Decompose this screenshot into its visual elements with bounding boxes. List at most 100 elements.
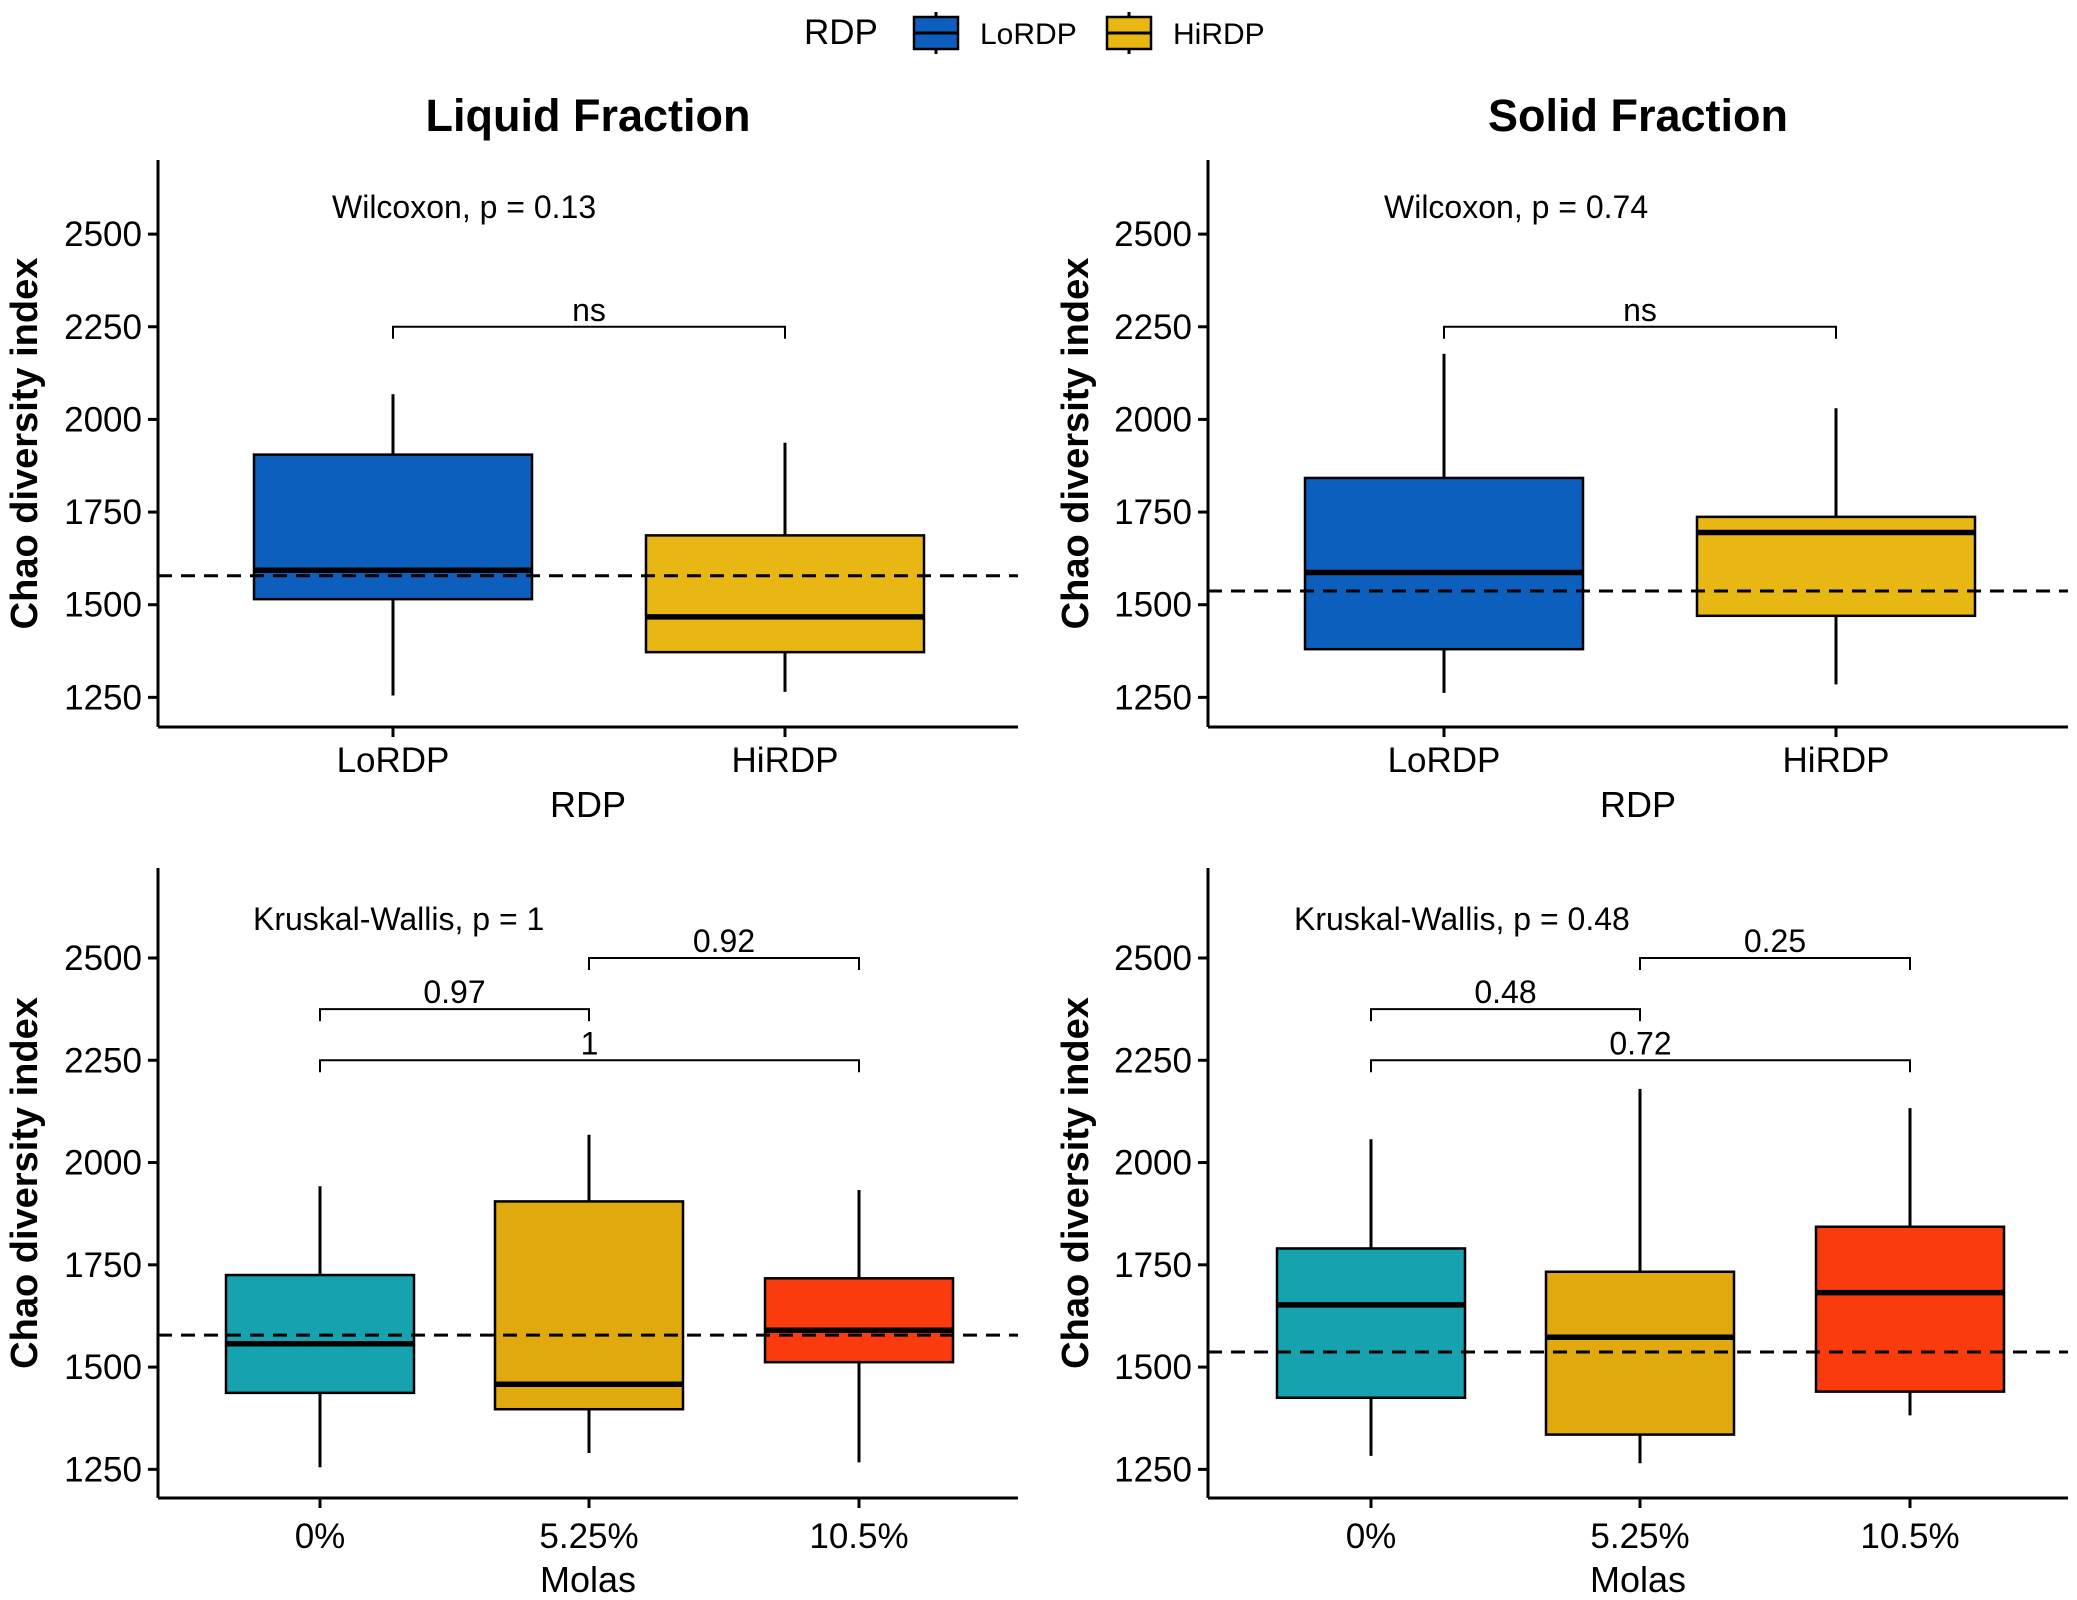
box-hirdp — [1695, 408, 1977, 685]
comparison-bracket — [588, 957, 860, 970]
box-10-5 — [763, 1189, 955, 1463]
comparison-label: ns — [1623, 292, 1657, 328]
y-tick-label: 2500 — [64, 215, 142, 254]
comparison-lordp-hirdp: ns — [392, 292, 786, 339]
y-tick-label: 2000 — [1114, 1144, 1192, 1183]
comparison-label: 0.48 — [1474, 974, 1536, 1010]
x-axis-label: RDP — [1600, 784, 1676, 825]
comparison-label: 0.25 — [1744, 923, 1806, 959]
comparison-lordp-hirdp: ns — [1443, 292, 1837, 339]
box-iqr — [1814, 1225, 2006, 1393]
comparison-bracket — [1639, 957, 1911, 970]
y-tick-label: 2250 — [1114, 308, 1192, 347]
y-tick-label: 1750 — [64, 1246, 142, 1285]
y-tick-label: 2500 — [64, 939, 142, 978]
x-axis-label: Molas — [1590, 1559, 1686, 1600]
x-tick-label-0: 0% — [295, 1517, 346, 1556]
comparison-label: 0.92 — [693, 923, 755, 959]
comparison-bracket — [319, 1059, 860, 1073]
y-tick-label: 1500 — [1114, 1348, 1192, 1387]
y-tick-label: 1750 — [1114, 493, 1192, 532]
box-iqr — [1544, 1270, 1736, 1436]
test-label: Wilcoxon, p = 0.74 — [1384, 189, 1648, 225]
y-tick-label: 1500 — [64, 586, 142, 625]
comparison-bracket — [392, 325, 786, 339]
y-tick-label: 2000 — [1114, 400, 1192, 439]
y-tick-label: 1250 — [64, 678, 142, 717]
comparison-0-10-5: 1 — [319, 1025, 860, 1073]
x-tick-label-0: 0% — [1346, 1517, 1397, 1556]
box-iqr — [644, 534, 926, 654]
comparison-label: 0.97 — [423, 974, 485, 1010]
box-iqr — [763, 1277, 955, 1364]
panel-title: Liquid Fraction — [426, 90, 751, 141]
legend-label-lordp: LoRDP — [980, 18, 1077, 51]
box-iqr — [252, 453, 534, 601]
test-label: Wilcoxon, p = 0.13 — [332, 189, 596, 225]
y-tick-label: 2000 — [64, 1144, 142, 1183]
y-tick-label: 1500 — [64, 1348, 142, 1387]
box-5-25 — [1544, 1088, 1736, 1464]
y-axis-label: Chao diversity index — [4, 997, 46, 1369]
x-axis-label: RDP — [550, 784, 626, 825]
panel-title: Solid Fraction — [1488, 90, 1788, 141]
box-10-5 — [1814, 1108, 2006, 1416]
y-tick-label: 2000 — [64, 400, 142, 439]
x-tick-label-lordp: LoRDP — [1388, 741, 1501, 780]
box-hirdp — [644, 442, 926, 692]
y-tick-label: 1750 — [1114, 1246, 1192, 1285]
y-tick-label: 1250 — [1114, 1450, 1192, 1489]
box-0 — [224, 1186, 416, 1468]
panel-solid-fraction-rdp: Solid Fraction 1250 1500 1750 2000 2250 2500 Ch… — [1055, 90, 2068, 825]
legend: RDP LoRDP HiRDP — [804, 12, 1265, 54]
comparison-bracket — [1370, 1008, 1641, 1022]
comparison-0-5-25: 0.48 — [1370, 974, 1641, 1022]
box-lordp — [1303, 353, 1585, 693]
comparison-label: 1 — [581, 1025, 599, 1061]
box-lordp — [252, 394, 534, 696]
legend-entry-lordp: LoRDP — [912, 12, 1077, 54]
y-tick-label: 1250 — [64, 1450, 142, 1489]
x-tick-label-hirdp: HiRDP — [732, 741, 839, 780]
panel-liquid-fraction-molas: 1250 1500 1750 2000 2250 2500 Chao diversity i… — [4, 868, 1018, 1600]
y-tick-label: 2500 — [1114, 215, 1192, 254]
panel-solid-fraction-molas: 1250 1500 1750 2000 2250 2500 Chao diversity i… — [1055, 868, 2068, 1600]
comparison-label: ns — [572, 292, 606, 328]
box-iqr — [1303, 476, 1585, 651]
y-tick-label: 2500 — [1114, 939, 1192, 978]
test-label: Kruskal-Wallis, p = 0.48 — [1294, 901, 1630, 937]
comparison-5-25-10-5: 0.92 — [588, 923, 860, 970]
y-tick-label: 2250 — [1114, 1041, 1192, 1080]
x-tick-label-5-25: 5.25% — [539, 1517, 638, 1556]
legend-label-hirdp: HiRDP — [1173, 18, 1265, 51]
box-0 — [1275, 1139, 1467, 1456]
x-tick-label-10-5: 10.5% — [809, 1517, 908, 1556]
box-iqr — [1275, 1247, 1467, 1400]
comparison-0-5-25: 0.97 — [319, 974, 590, 1022]
box-5-25 — [493, 1134, 685, 1453]
x-tick-label-10-5: 10.5% — [1860, 1517, 1959, 1556]
y-tick-label: 1750 — [64, 493, 142, 532]
x-axis-label: Molas — [540, 1559, 636, 1600]
panel-liquid-fraction-rdp: Liquid Fraction 1250 1500 1750 2000 2250 2500 C… — [4, 90, 1018, 825]
box-iqr — [493, 1200, 685, 1411]
y-axis-label: Chao diversity index — [1055, 997, 1097, 1369]
comparison-0-10-5: 0.72 — [1370, 1025, 1911, 1073]
comparison-bracket — [1443, 325, 1837, 339]
legend-entry-hirdp: HiRDP — [1105, 12, 1265, 54]
y-tick-label: 2250 — [64, 308, 142, 347]
y-axis-label: Chao diversity index — [1055, 258, 1097, 630]
comparison-bracket — [319, 1008, 590, 1022]
y-axis-label: Chao diversity index — [4, 258, 46, 630]
test-label: Kruskal-Wallis, p = 1 — [253, 901, 544, 937]
y-tick-label: 1250 — [1114, 678, 1192, 717]
comparison-bracket — [1370, 1059, 1911, 1073]
y-tick-label: 2250 — [64, 1041, 142, 1080]
x-tick-label-5-25: 5.25% — [1590, 1517, 1689, 1556]
legend-title: RDP — [804, 13, 878, 52]
x-tick-label-lordp: LoRDP — [337, 741, 450, 780]
comparison-label: 0.72 — [1609, 1025, 1671, 1061]
y-tick-label: 1500 — [1114, 586, 1192, 625]
comparison-5-25-10-5: 0.25 — [1639, 923, 1911, 970]
